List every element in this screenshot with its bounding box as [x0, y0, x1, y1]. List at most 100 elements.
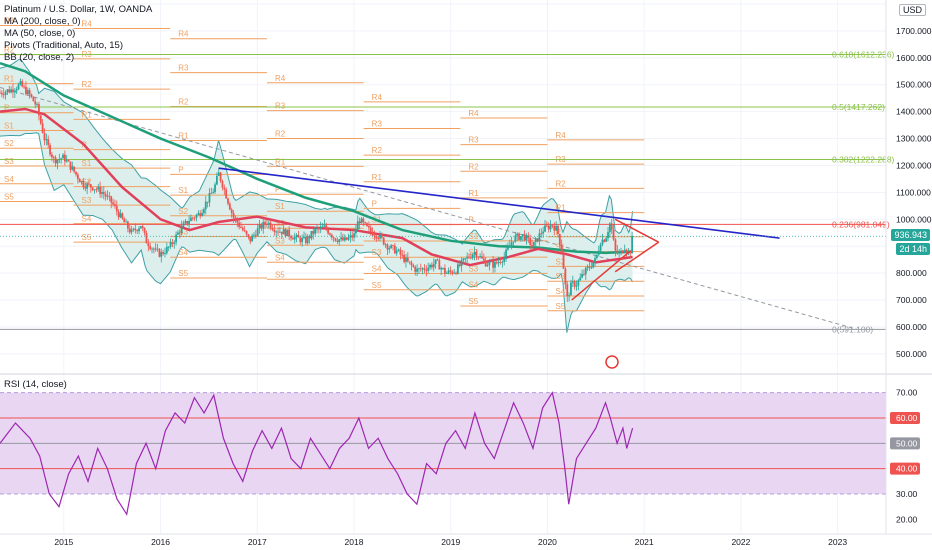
- pivot-label-r2: R2: [468, 162, 479, 171]
- pivot-label-r2: R2: [555, 179, 566, 188]
- candle-body: [534, 238, 537, 243]
- price-tick: 1400.000: [896, 107, 932, 117]
- candle-body: [583, 274, 585, 275]
- pivot-label-r2: R2: [4, 46, 15, 55]
- candle-body: [264, 222, 266, 225]
- symbol-title[interactable]: Platinum / U.S. Dollar, 1W, OANDA: [4, 4, 153, 15]
- candle-body: [154, 248, 157, 250]
- candle-body: [117, 211, 120, 218]
- candle-body: [621, 250, 624, 253]
- candle-body: [130, 229, 133, 233]
- bollinger-lower: [0, 132, 634, 333]
- candle-body: [280, 231, 283, 235]
- candle-body: [568, 295, 570, 297]
- candle-body: [529, 237, 532, 245]
- candle-body: [30, 94, 33, 97]
- candle-body: [88, 183, 90, 185]
- candle-body: [507, 246, 509, 250]
- candle-body: [429, 264, 431, 268]
- candle-body: [199, 213, 202, 217]
- candle-body: [279, 231, 281, 233]
- candle-body: [193, 217, 196, 219]
- candle-body: [36, 104, 38, 105]
- candle-body: [375, 236, 378, 239]
- candle-body: [367, 226, 370, 228]
- pivot-label-s3: S3: [4, 157, 14, 166]
- currency-button[interactable]: USD: [898, 4, 926, 16]
- legend-ma200[interactable]: MA (200, close, 0): [4, 16, 81, 27]
- candle-body: [82, 181, 85, 188]
- pivot-label-r1: R1: [178, 131, 189, 140]
- pivot-label-r1: R1: [275, 157, 286, 166]
- price-tick: 700.000: [896, 295, 927, 305]
- candle-body: [482, 258, 485, 261]
- candle-body: [32, 96, 35, 102]
- candle-body: [78, 178, 81, 183]
- candle-body: [406, 257, 409, 262]
- candle-body: [121, 213, 124, 219]
- candle-body: [438, 260, 441, 270]
- candle-body: [464, 258, 467, 260]
- candle-body: [306, 236, 309, 244]
- candle-body: [434, 259, 437, 264]
- pivot-label-s5: S5: [468, 297, 478, 306]
- ma200-line: [0, 62, 633, 255]
- candle-body: [245, 230, 248, 235]
- candle-body: [395, 250, 398, 254]
- pivot-label-s1: S1: [555, 243, 565, 252]
- candle-body: [601, 239, 604, 245]
- candle-body: [536, 238, 539, 242]
- candle-body: [86, 183, 89, 189]
- candle-body: [599, 244, 602, 251]
- rsi-tick: 50.00: [896, 438, 918, 448]
- candle-body: [175, 234, 178, 243]
- candle-body: [41, 123, 44, 133]
- candle-body: [15, 89, 18, 91]
- candle-body: [505, 249, 507, 257]
- candle-body: [151, 248, 153, 250]
- candle-body: [481, 256, 483, 259]
- candle-body: [532, 242, 535, 246]
- candle-body: [355, 229, 357, 234]
- candle-body: [390, 245, 393, 249]
- rsi-legend[interactable]: RSI (14, close): [4, 379, 67, 390]
- candle-body: [419, 268, 422, 270]
- candle-body: [249, 237, 252, 242]
- candle-body: [149, 246, 152, 249]
- candle-body: [286, 229, 289, 237]
- legend-pivots[interactable]: Pivots (Traditional, Auto, 15): [4, 40, 123, 51]
- candle-body: [414, 266, 417, 272]
- legend-ma50[interactable]: MA (50, close, 0): [4, 28, 76, 39]
- price-tick: 800.000: [896, 268, 927, 278]
- candle-body: [251, 235, 254, 242]
- candle-body: [104, 194, 107, 197]
- time-tick: 2021: [635, 537, 654, 547]
- candle-body: [0, 92, 1, 94]
- pivot-label-s4: S4: [178, 248, 188, 257]
- candle-body: [91, 187, 94, 191]
- legend-bb[interactable]: BB (20, close, 2): [4, 52, 75, 63]
- candle-body: [38, 104, 40, 116]
- candle-body: [566, 284, 569, 297]
- candle-body: [177, 232, 179, 235]
- candle-body: [620, 250, 622, 253]
- candle-body: [162, 251, 165, 254]
- candle-body: [76, 174, 79, 179]
- pivot-label-r4: R4: [178, 30, 189, 39]
- candle-body: [527, 235, 530, 238]
- candle-body: [356, 221, 359, 230]
- pivot-label-r3: R3: [4, 17, 15, 26]
- candle-body: [571, 281, 574, 283]
- candle-body: [58, 158, 61, 160]
- price-tick: 600.000: [896, 322, 927, 332]
- candle-body: [19, 81, 22, 85]
- candle-body: [165, 246, 168, 254]
- candle-body: [531, 244, 533, 246]
- candle-body: [588, 266, 591, 268]
- candle-body: [206, 201, 209, 203]
- candle-body: [334, 238, 337, 241]
- candle-body: [52, 157, 55, 159]
- candle-body: [243, 230, 246, 231]
- pivot-label-s3: S3: [555, 272, 565, 281]
